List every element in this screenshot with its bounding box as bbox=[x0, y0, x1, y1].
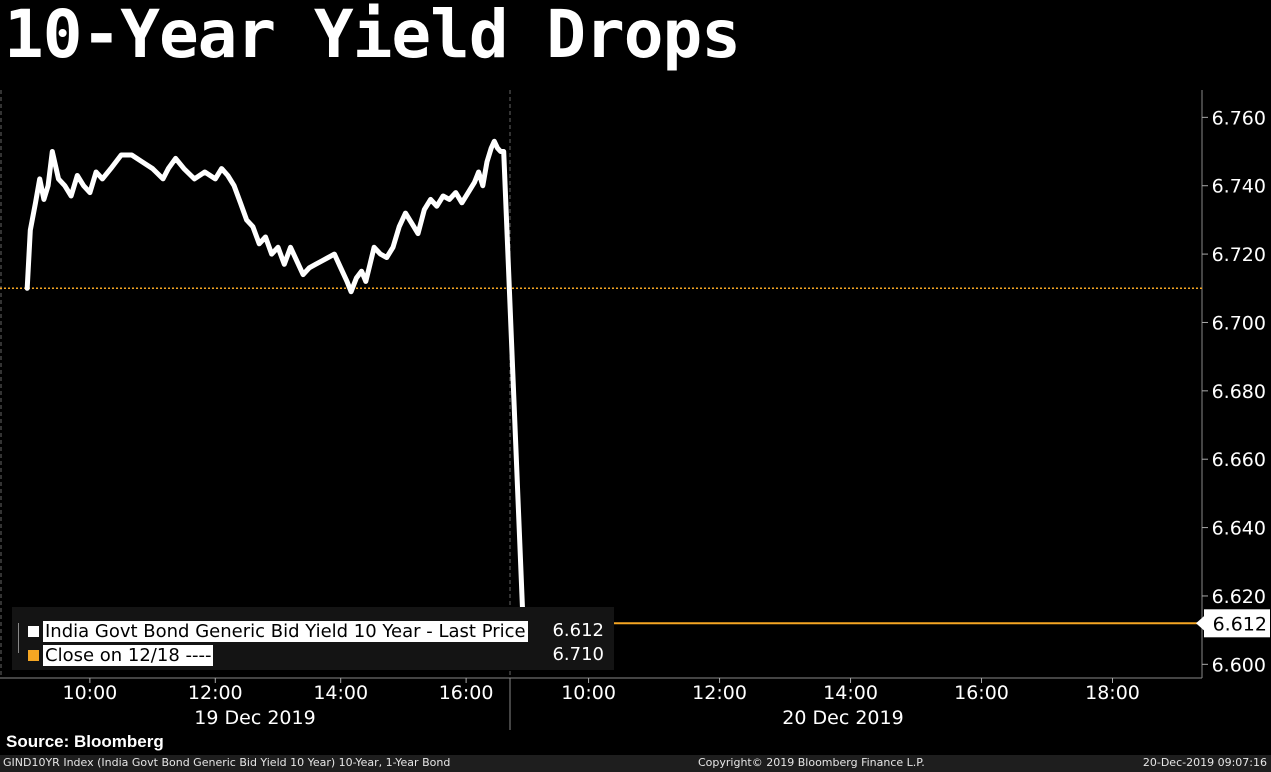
last-value-badge bbox=[1204, 609, 1270, 638]
y-tick-label: 6.620 bbox=[1212, 586, 1266, 608]
footer-bar: GIND10YR Index (India Govt Bond Generic … bbox=[0, 755, 1271, 772]
y-tick-label: 6.600 bbox=[1212, 654, 1266, 676]
y-tick-label: 6.740 bbox=[1212, 176, 1266, 198]
y-axis: 6.760 6.740 6.720 6.700 6.680 6.660 6.640 6.620… bbox=[1196, 107, 1270, 676]
yield-series bbox=[24, 138, 526, 626]
x-date-label: 19 Dec 2019 bbox=[194, 707, 315, 729]
series-line bbox=[24, 138, 526, 626]
legend-item-series: India Govt Bond Generic Bid Yield 10 Yea… bbox=[28, 620, 528, 642]
chart-legend: India Govt Bond Generic Bid Yield 10 Yea… bbox=[12, 607, 614, 670]
x-tick-label: 10:00 bbox=[561, 682, 616, 704]
y-tick-label: 6.700 bbox=[1212, 312, 1266, 334]
footer-copyright: Copyright© 2019 Bloomberg Finance L.P. bbox=[698, 756, 925, 769]
x-tick-label: 14:00 bbox=[823, 682, 878, 704]
x-date-label: 20 Dec 2019 bbox=[782, 707, 903, 729]
last-value-label: 6.612 bbox=[1213, 613, 1267, 635]
source-note: Source: Bloomberg bbox=[6, 732, 164, 751]
y-tick-label: 6.720 bbox=[1212, 244, 1266, 266]
y-tick-label: 6.660 bbox=[1212, 449, 1266, 471]
chart-grid bbox=[0, 90, 1203, 730]
legend-series-value: 6.612 bbox=[552, 620, 604, 641]
close-reference-line bbox=[0, 287, 1202, 625]
legend-swatch-white bbox=[28, 625, 39, 637]
legend-item-close: Close on 12/18 ---- bbox=[28, 644, 214, 666]
footer-timestamp: 20-Dec-2019 09:07:16 bbox=[1142, 756, 1267, 769]
chart-title: 10-Year Yield Drops bbox=[4, 0, 741, 73]
x-tick-label: 12:00 bbox=[692, 682, 747, 704]
footer-ticker: GIND10YR Index (India Govt Bond Generic … bbox=[3, 756, 451, 769]
x-axis: 10:00 12:00 14:00 16:00 10:00 12:00 14:00 16:00… bbox=[62, 678, 1140, 729]
legend-close-value: 6.710 bbox=[552, 644, 604, 665]
x-tick-label: 16:00 bbox=[954, 682, 1009, 704]
x-tick-label: 14:00 bbox=[313, 682, 368, 704]
y-tick-label: 6.680 bbox=[1212, 381, 1266, 403]
x-tick-label: 12:00 bbox=[188, 682, 243, 704]
legend-swatch-orange bbox=[28, 649, 39, 661]
y-tick-label: 6.640 bbox=[1212, 518, 1266, 540]
x-tick-label: 16:00 bbox=[439, 682, 494, 704]
y-tick-label: 6.760 bbox=[1212, 107, 1266, 129]
legend-tree-line bbox=[18, 623, 25, 653]
legend-series-label: India Govt Bond Generic Bid Yield 10 Yea… bbox=[43, 620, 528, 642]
legend-close-label: Close on 12/18 ---- bbox=[43, 644, 214, 666]
x-tick-label: 10:00 bbox=[62, 682, 117, 704]
x-tick-label: 18:00 bbox=[1085, 682, 1140, 704]
last-value-pointer bbox=[1196, 615, 1205, 632]
